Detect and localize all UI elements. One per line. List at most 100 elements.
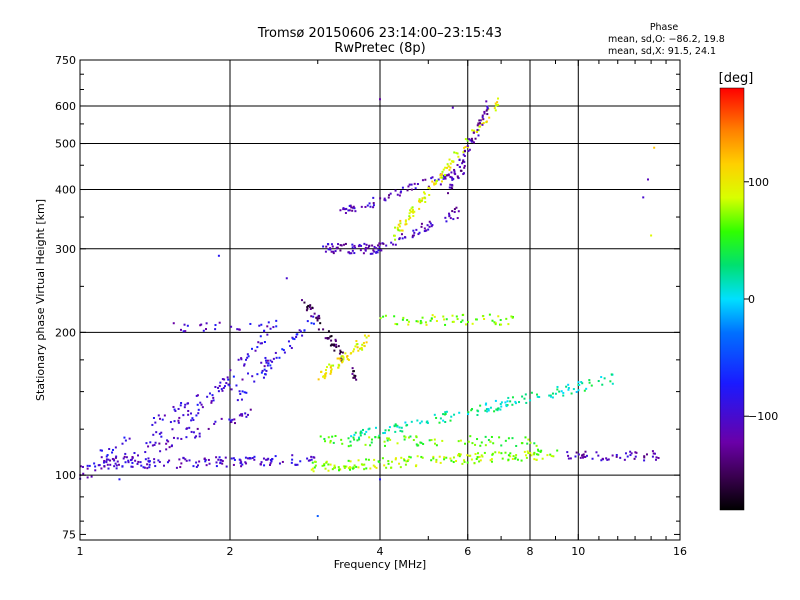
data-point bbox=[312, 470, 315, 473]
data-point bbox=[341, 442, 344, 445]
data-point bbox=[354, 210, 357, 213]
data-point bbox=[439, 176, 442, 179]
data-point bbox=[329, 441, 332, 444]
data-point bbox=[476, 414, 479, 417]
data-point bbox=[615, 455, 618, 458]
data-point bbox=[365, 336, 368, 339]
data-point bbox=[524, 454, 527, 457]
data-point bbox=[448, 212, 451, 215]
data-point bbox=[342, 356, 345, 359]
data-point bbox=[507, 437, 510, 440]
data-point bbox=[466, 321, 469, 324]
data-point bbox=[449, 419, 452, 422]
data-point bbox=[390, 460, 393, 463]
data-point bbox=[385, 244, 388, 247]
data-point bbox=[172, 322, 175, 325]
data-point bbox=[208, 462, 211, 465]
data-point bbox=[361, 348, 364, 351]
data-point bbox=[353, 244, 356, 247]
data-point bbox=[473, 462, 476, 465]
data-point bbox=[313, 466, 316, 469]
data-point bbox=[382, 432, 385, 435]
data-point bbox=[530, 454, 533, 457]
data-point bbox=[422, 443, 425, 446]
data-point bbox=[127, 459, 130, 462]
data-point bbox=[349, 444, 352, 447]
data-point bbox=[369, 444, 372, 447]
data-point bbox=[246, 356, 249, 359]
data-point bbox=[657, 456, 660, 459]
data-point bbox=[364, 247, 367, 250]
data-point bbox=[290, 347, 293, 350]
data-point bbox=[514, 456, 517, 459]
data-point bbox=[398, 426, 401, 429]
data-point bbox=[535, 444, 538, 447]
data-point bbox=[188, 459, 191, 462]
data-point bbox=[230, 457, 233, 460]
data-point bbox=[607, 458, 610, 461]
data-point bbox=[498, 436, 501, 439]
data-point bbox=[474, 453, 477, 456]
data-point bbox=[428, 439, 431, 442]
data-point bbox=[410, 183, 413, 186]
data-point bbox=[326, 243, 329, 246]
data-point bbox=[398, 462, 401, 465]
data-point bbox=[291, 458, 294, 461]
data-point bbox=[338, 352, 341, 355]
data-point bbox=[455, 315, 458, 318]
data-point bbox=[337, 345, 340, 348]
data-point bbox=[435, 182, 438, 185]
data-point bbox=[220, 417, 223, 420]
data-point bbox=[399, 191, 402, 194]
data-point bbox=[445, 410, 448, 413]
data-point bbox=[109, 459, 112, 462]
data-point bbox=[357, 466, 360, 469]
data-point bbox=[461, 162, 464, 165]
data-point bbox=[404, 236, 407, 239]
data-point bbox=[485, 100, 488, 103]
data-point bbox=[185, 459, 188, 462]
data-point bbox=[100, 456, 103, 459]
data-point bbox=[263, 329, 266, 332]
data-point bbox=[398, 237, 401, 240]
data-point bbox=[476, 438, 479, 441]
data-point bbox=[180, 437, 183, 440]
data-point bbox=[264, 356, 267, 359]
data-point bbox=[363, 463, 366, 466]
data-point bbox=[494, 399, 497, 402]
data-point bbox=[364, 205, 367, 208]
data-point bbox=[419, 320, 422, 323]
data-point bbox=[154, 441, 157, 444]
data-point bbox=[427, 185, 430, 188]
data-point bbox=[453, 168, 456, 171]
data-point bbox=[433, 183, 436, 186]
data-point bbox=[411, 206, 414, 209]
data-point bbox=[600, 459, 603, 462]
data-point bbox=[341, 360, 344, 363]
data-point bbox=[180, 401, 183, 404]
data-point bbox=[477, 129, 480, 132]
data-point bbox=[453, 208, 456, 211]
data-point bbox=[151, 444, 154, 447]
data-point bbox=[244, 412, 247, 415]
data-point bbox=[458, 455, 461, 458]
data-point bbox=[159, 450, 162, 453]
data-point bbox=[210, 401, 213, 404]
data-point bbox=[505, 317, 508, 320]
data-point bbox=[411, 208, 414, 211]
data-point bbox=[186, 427, 189, 430]
data-point bbox=[265, 458, 268, 461]
data-point bbox=[496, 101, 499, 104]
data-point bbox=[541, 457, 544, 460]
data-point bbox=[344, 242, 347, 245]
data-point bbox=[485, 120, 488, 123]
data-point bbox=[158, 432, 161, 435]
data-point bbox=[420, 420, 423, 423]
data-point bbox=[201, 406, 204, 409]
data-point bbox=[375, 466, 378, 469]
data-point bbox=[566, 451, 569, 454]
data-point bbox=[401, 430, 404, 433]
data-point bbox=[147, 445, 150, 448]
data-point bbox=[326, 336, 329, 339]
data-point bbox=[499, 319, 502, 322]
